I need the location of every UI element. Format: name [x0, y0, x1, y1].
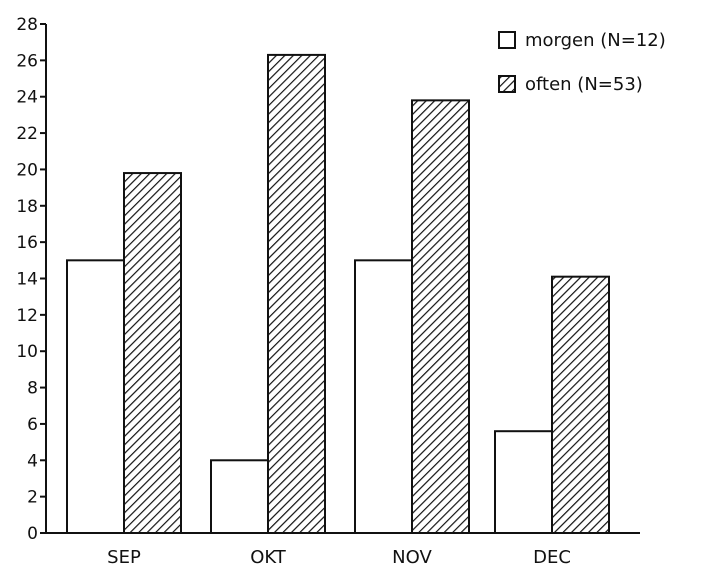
bar-morgen-sep — [66, 259, 125, 534]
y-tick-label: 0 — [27, 524, 38, 544]
y-tick-label: 2 — [27, 488, 38, 508]
y-tick-label: 20 — [16, 160, 38, 180]
x-category-label: OKT — [250, 547, 287, 568]
bar-often-sep — [123, 172, 182, 534]
y-tick-label: 12 — [16, 306, 38, 326]
legend-label: morgen (N=12) — [525, 30, 666, 51]
bar-often-nov — [411, 99, 470, 534]
y-tick-label: 26 — [16, 51, 38, 71]
bar-often-okt — [267, 53, 326, 535]
y-tick-label: 10 — [16, 342, 38, 362]
y-tick-label: 18 — [16, 197, 38, 217]
y-tick-label: 4 — [27, 451, 38, 471]
y-tick-label: 14 — [16, 270, 38, 290]
bars — [66, 53, 610, 535]
legend-swatch — [498, 31, 516, 49]
x-axis: SEP OKT NOV DEC — [46, 532, 640, 568]
legend-label: often (N=53) — [525, 74, 643, 95]
bar-morgen-nov — [354, 259, 413, 534]
x-category-label: SEP — [107, 547, 141, 568]
y-tick-label: 24 — [16, 88, 38, 108]
y-tick-label: 28 — [16, 15, 38, 35]
y-tick-label: 6 — [27, 415, 38, 435]
y-tick-label: 16 — [16, 233, 38, 253]
legend-swatch — [498, 75, 516, 93]
x-category-label: DEC — [533, 547, 571, 568]
x-category-label: NOV — [392, 547, 432, 568]
legend: morgen (N=12) often (N=53) — [498, 30, 666, 95]
y-tick-label: 22 — [16, 124, 38, 144]
bar-often-dec — [551, 275, 610, 534]
bar-morgen-okt — [210, 459, 269, 534]
y-tick-label: 8 — [27, 379, 38, 399]
bar-morgen-dec — [494, 430, 553, 535]
